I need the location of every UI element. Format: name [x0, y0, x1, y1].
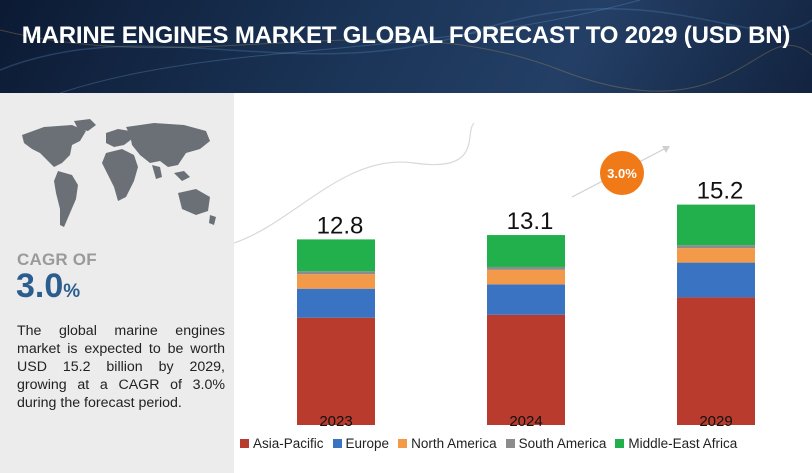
header-banner: MARINE ENGINES MARKET GLOBAL FORECAST TO… [0, 0, 812, 93]
bar-segment-south-america-2024 [487, 266, 565, 270]
cagr-badge: 3.0% [600, 151, 644, 195]
legend-item: Europe [332, 435, 390, 451]
bar-segment-asia-pacific-2029 [677, 297, 755, 425]
decorative-curve [234, 122, 475, 244]
legend-swatch [240, 438, 249, 448]
legend-swatch [332, 438, 342, 448]
bar-segment-south-america-2029 [677, 245, 755, 249]
bar-total-label: 13.1 [507, 208, 554, 235]
cagr-value: 3.0% [16, 267, 80, 306]
cagr-number: 3.0 [16, 267, 64, 305]
x-tick-label: 2029 [699, 413, 732, 430]
bar-segment-middle-east-africa-2029 [677, 204, 755, 246]
cagr-badge-text: 3.0% [607, 166, 637, 181]
stacked-bar-chart: 12.8 2023 13.1 2024 15.2 2029 3.0% [234, 122, 755, 430]
legend-swatch [398, 438, 408, 448]
bar-segment-europe-2024 [487, 284, 565, 315]
legend-item: South America [505, 435, 607, 451]
bar-segment-europe-2029 [677, 262, 755, 298]
banner-light-trails [0, 0, 812, 93]
label-layer: 12.8 2023 13.1 2024 15.2 2029 [317, 178, 744, 430]
page-title: MARINE ENGINES MARKET GLOBAL FORECAST TO… [21, 22, 791, 49]
market-description: The global marine engines market is expe… [17, 323, 225, 411]
legend-swatch [615, 438, 625, 448]
legend-item: Asia-Pacific [240, 436, 324, 451]
x-tick-label: 2024 [509, 413, 542, 430]
bar-layer [297, 204, 755, 425]
x-tick-label: 2023 [319, 413, 352, 430]
legend-item: North America [398, 436, 497, 451]
bar-segment-europe-2023 [297, 288, 375, 318]
legend-label: Europe [345, 435, 390, 451]
bar-total-label: 12.8 [317, 212, 364, 239]
cagr-percent-sign: % [63, 281, 81, 302]
legend-label: South America [518, 435, 607, 451]
legend-swatch [505, 438, 515, 448]
bar-segment-middle-east-africa-2024 [487, 235, 565, 267]
bar-segment-middle-east-africa-2023 [297, 239, 375, 272]
legend-label: Middle-East Africa [628, 435, 738, 451]
bar-total-label: 15.2 [697, 178, 744, 205]
legend-item: Middle-East Africa [615, 436, 737, 451]
chart-legend: Asia-Pacific Europe North America South Ame… [240, 434, 810, 452]
legend-label: Asia-Pacific [253, 435, 324, 451]
cagr-label: CAGR OF [17, 250, 97, 269]
bar-segment-south-america-2023 [297, 271, 375, 275]
bar-segment-north-america-2029 [677, 248, 755, 263]
legend-label: North America [411, 435, 497, 451]
world-map-icon [22, 119, 216, 227]
summary-panel: CAGR OF 3.0% The global marine engines m… [0, 93, 234, 473]
bar-segment-asia-pacific-2023 [297, 317, 375, 425]
bar-segment-north-america-2024 [487, 269, 565, 285]
bar-segment-asia-pacific-2024 [487, 314, 565, 425]
bar-segment-north-america-2023 [297, 274, 375, 289]
